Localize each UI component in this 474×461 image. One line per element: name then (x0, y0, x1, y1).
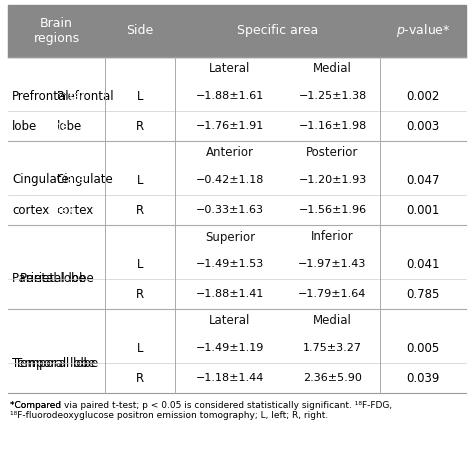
Text: −1.88±1.61: −1.88±1.61 (196, 91, 264, 101)
Text: R: R (136, 288, 144, 301)
Text: 1.75±3.27: 1.75±3.27 (303, 343, 362, 353)
Text: L: L (137, 342, 143, 355)
Bar (8, 5, 466, 57)
Text: 0.039: 0.039 (406, 372, 440, 384)
Text: Anterior: Anterior (206, 147, 254, 160)
Text: R: R (136, 203, 144, 217)
Text: Medial: Medial (313, 314, 352, 327)
Text: L: L (137, 258, 143, 271)
Text: 2.36±5.90: 2.36±5.90 (303, 373, 362, 383)
Text: −0.33±1.63: −0.33±1.63 (196, 205, 264, 215)
Text: −1.25±1.38: −1.25±1.38 (298, 91, 366, 101)
Text: Posterior: Posterior (306, 147, 359, 160)
Text: Prefrontal: Prefrontal (27, 89, 85, 102)
Text: −1.18±1.44: −1.18±1.44 (196, 373, 264, 383)
Text: Side: Side (127, 24, 154, 37)
Text: −1.79±1.64: −1.79±1.64 (298, 289, 367, 299)
Text: −0.42±1.18: −0.42±1.18 (196, 175, 264, 185)
Text: Lateral: Lateral (210, 314, 251, 327)
Text: Cingulate: Cingulate (12, 173, 69, 187)
Text: Temporal lobe: Temporal lobe (15, 356, 98, 370)
Text: −1.49±1.19: −1.49±1.19 (196, 343, 264, 353)
Text: Brain
regions: Brain regions (34, 17, 80, 45)
Text: Parietal lobe: Parietal lobe (12, 272, 86, 285)
Text: cortex: cortex (56, 203, 94, 217)
Text: 0.047: 0.047 (406, 173, 440, 187)
Text: −1.97±1.43: −1.97±1.43 (298, 259, 367, 269)
Text: R: R (136, 372, 144, 384)
Text: lobe: lobe (56, 119, 82, 132)
Text: L: L (137, 173, 143, 187)
Text: Parietal lobe: Parietal lobe (19, 272, 93, 285)
Text: Lateral: Lateral (210, 63, 251, 76)
Text: Prefrontal: Prefrontal (56, 89, 114, 102)
Text: −1.49±1.53: −1.49±1.53 (196, 259, 264, 269)
Text: cortex: cortex (12, 203, 49, 217)
Text: Inferior: Inferior (311, 230, 354, 243)
Text: 0.005: 0.005 (406, 342, 439, 355)
Text: 0.001: 0.001 (406, 203, 440, 217)
Text: *Compared: *Compared (10, 401, 64, 410)
Text: L: L (137, 89, 143, 102)
Text: *Compared via paired t-test; p < 0.05 is considered statistically significant. ¹: *Compared via paired t-test; p < 0.05 is… (10, 401, 392, 420)
Text: cortex: cortex (38, 203, 75, 217)
Text: Cingulate: Cingulate (28, 173, 85, 187)
Text: lobe: lobe (12, 119, 37, 132)
Text: R: R (136, 119, 144, 132)
Text: Cingulate: Cingulate (56, 173, 113, 187)
Text: Medial: Medial (313, 63, 352, 76)
Text: Temporal lobe: Temporal lobe (12, 356, 95, 370)
Text: 0.003: 0.003 (406, 119, 439, 132)
Text: 0.785: 0.785 (406, 288, 440, 301)
Text: Superior: Superior (205, 230, 255, 243)
Text: −1.56±1.96: −1.56±1.96 (299, 205, 366, 215)
Text: 0.002: 0.002 (406, 89, 440, 102)
Text: 0.041: 0.041 (406, 258, 440, 271)
Text: lobe: lobe (44, 119, 69, 132)
Text: Specific area: Specific area (237, 24, 318, 37)
Text: −1.16±1.98: −1.16±1.98 (298, 121, 366, 131)
Text: −1.88±1.41: −1.88±1.41 (196, 289, 264, 299)
Text: $\it{p}$-value*: $\it{p}$-value* (396, 23, 450, 40)
Text: −1.20±1.93: −1.20±1.93 (298, 175, 366, 185)
Text: −1.76±1.91: −1.76±1.91 (196, 121, 264, 131)
Text: Prefrontal: Prefrontal (12, 89, 70, 102)
